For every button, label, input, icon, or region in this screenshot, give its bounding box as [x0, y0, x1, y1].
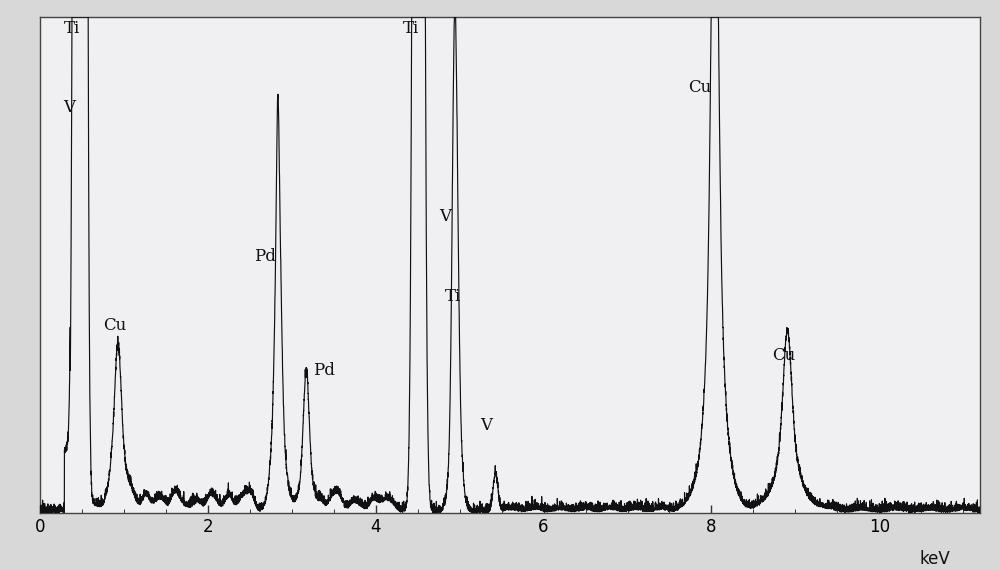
- Text: Cu: Cu: [103, 317, 126, 335]
- Text: Pd: Pd: [254, 248, 276, 265]
- Text: Ti: Ti: [445, 288, 461, 305]
- Text: V: V: [439, 209, 451, 225]
- Text: Ti: Ti: [403, 20, 419, 37]
- Text: Cu: Cu: [772, 347, 795, 364]
- Text: Ti: Ti: [64, 20, 80, 37]
- Text: keV: keV: [920, 550, 951, 568]
- Text: Pd: Pd: [313, 362, 335, 379]
- Text: Cu: Cu: [688, 79, 711, 96]
- Text: V: V: [481, 417, 493, 434]
- Text: V: V: [64, 99, 76, 116]
